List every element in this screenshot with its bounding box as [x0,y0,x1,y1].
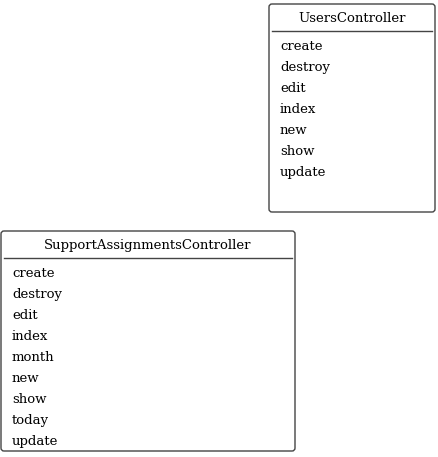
Text: destroy: destroy [12,288,62,301]
Text: today: today [12,414,49,427]
Text: edit: edit [12,309,38,322]
Text: destroy: destroy [279,61,329,74]
Text: create: create [12,267,54,280]
Text: edit: edit [279,82,305,95]
Text: new: new [279,124,307,137]
Text: new: new [12,372,39,385]
Text: update: update [279,166,325,179]
Text: show: show [279,145,314,158]
Text: update: update [12,435,58,448]
FancyBboxPatch shape [268,4,434,212]
Text: show: show [12,393,46,406]
Text: index: index [12,330,48,343]
FancyBboxPatch shape [1,231,294,451]
Text: month: month [12,351,54,364]
Text: index: index [279,103,316,116]
Text: UsersController: UsersController [297,12,405,26]
Text: SupportAssignmentsController: SupportAssignmentsController [44,239,251,253]
Text: create: create [279,40,322,53]
